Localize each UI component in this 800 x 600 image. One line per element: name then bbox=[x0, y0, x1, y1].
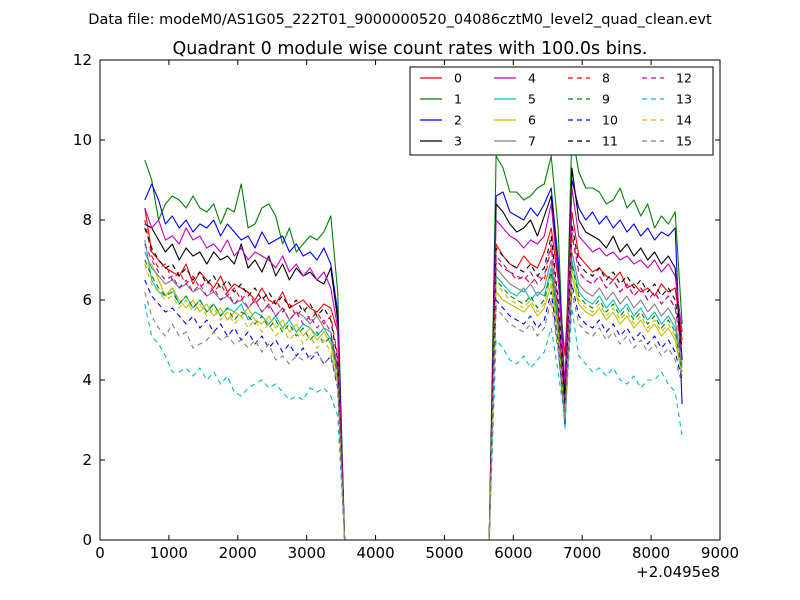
x-tick-label: 4000 bbox=[356, 544, 394, 562]
series-line-14 bbox=[144, 263, 683, 540]
series-line-13 bbox=[144, 303, 683, 540]
legend-label-8: 8 bbox=[602, 71, 610, 86]
series-line-1 bbox=[144, 131, 683, 540]
legend-label-4: 4 bbox=[528, 71, 536, 86]
series-line-9 bbox=[144, 259, 683, 540]
legend-label-14: 14 bbox=[676, 113, 692, 128]
legend-box bbox=[409, 66, 714, 156]
legend-label-1: 1 bbox=[454, 92, 462, 107]
legend-label-2: 2 bbox=[454, 113, 462, 128]
x-tick-label: 0 bbox=[95, 544, 105, 562]
series-line-8 bbox=[144, 219, 683, 540]
x-tick-label: 7000 bbox=[563, 544, 601, 562]
series-line-4 bbox=[144, 187, 683, 540]
legend-label-5: 5 bbox=[528, 92, 536, 107]
y-tick-label: 2 bbox=[82, 451, 92, 469]
x-tick-label: 3000 bbox=[288, 544, 326, 562]
series-line-11 bbox=[144, 223, 683, 540]
chart-title: Quadrant 0 module wise count rates with … bbox=[173, 39, 648, 59]
y-tick-label: 12 bbox=[73, 51, 92, 69]
legend-label-13: 13 bbox=[676, 92, 692, 107]
y-tick-label: 4 bbox=[82, 371, 92, 389]
legend-label-9: 9 bbox=[602, 92, 610, 107]
legend-label-0: 0 bbox=[454, 71, 462, 86]
x-tick-label: 8000 bbox=[632, 544, 670, 562]
legend-label-7: 7 bbox=[528, 134, 536, 149]
series-line-3 bbox=[144, 167, 683, 540]
x-tick-label: 2000 bbox=[219, 544, 257, 562]
x-offset-label: +2.0495e8 bbox=[636, 563, 720, 581]
series-line-6 bbox=[144, 263, 683, 540]
x-tick-label: 9000 bbox=[701, 544, 739, 562]
series-line-0 bbox=[144, 207, 683, 540]
y-tick-label: 8 bbox=[82, 211, 92, 229]
figure-suptitle: Data file: modeM0/AS1G05_222T01_90000005… bbox=[88, 12, 712, 28]
plot-area: 0 1000 2000 3000 4000 5000 6000 7000 8000 9000 0 2… bbox=[73, 51, 739, 581]
series-line-2 bbox=[144, 179, 683, 540]
series-line-7 bbox=[144, 251, 683, 540]
x-tick-label: 6000 bbox=[494, 544, 532, 562]
legend-label-6: 6 bbox=[528, 113, 536, 128]
series-line-15 bbox=[144, 291, 683, 540]
series-layer bbox=[144, 131, 683, 540]
y-tick-label: 0 bbox=[82, 531, 92, 549]
legend-label-3: 3 bbox=[454, 134, 462, 149]
y-tick-label: 6 bbox=[82, 291, 92, 309]
series-line-10 bbox=[144, 279, 683, 540]
legend-label-10: 10 bbox=[602, 113, 618, 128]
x-axis-ticks: 0 1000 2000 3000 4000 5000 6000 7000 8000 9000 bbox=[95, 60, 739, 562]
x-tick-label: 5000 bbox=[425, 544, 463, 562]
y-tick-label: 10 bbox=[73, 131, 92, 149]
legend-label-12: 12 bbox=[676, 71, 692, 86]
legend-label-15: 15 bbox=[676, 134, 692, 149]
legend-label-11: 11 bbox=[602, 134, 618, 149]
x-tick-label: 1000 bbox=[150, 544, 188, 562]
